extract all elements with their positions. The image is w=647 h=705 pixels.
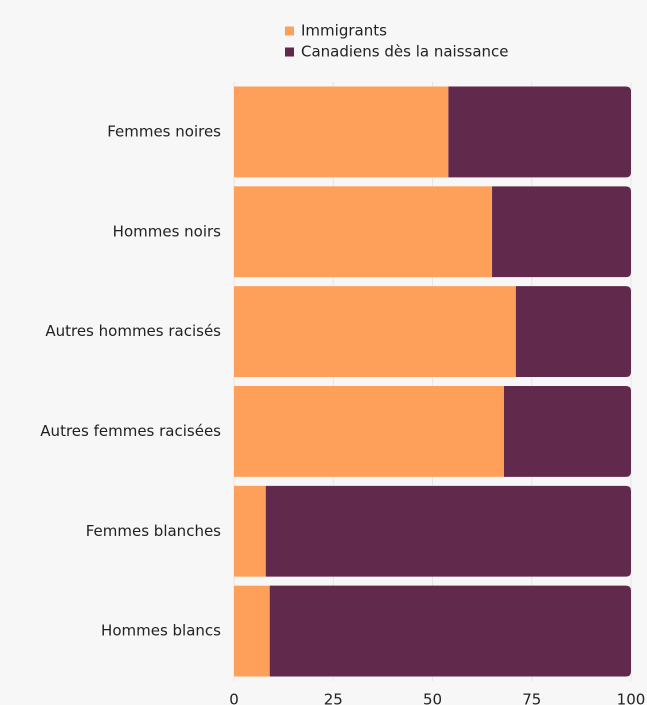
y-tick-label: Hommes blancs — [101, 622, 221, 640]
x-tick-label: 75 — [522, 691, 541, 705]
x-tick-label: 50 — [423, 691, 442, 705]
x-tick-label: 0 — [229, 691, 239, 705]
bar-segment — [448, 86, 631, 178]
legend-swatch — [285, 47, 294, 57]
bar-segment — [234, 385, 504, 477]
bar-segment — [234, 585, 270, 677]
y-tick-label: Hommes noirs — [113, 222, 222, 240]
x-tick-label: 100 — [617, 691, 646, 705]
legend-label: Immigrants — [301, 22, 387, 40]
y-tick-label: Autres femmes racisées — [40, 422, 221, 440]
bar-segment — [234, 86, 449, 178]
bar-segment — [515, 286, 631, 378]
bar-segment — [234, 485, 266, 577]
legend-swatch — [285, 26, 294, 36]
bar-segment — [269, 585, 631, 677]
bar-segment — [503, 385, 631, 477]
bar-segment — [492, 186, 631, 278]
bar-segment — [265, 485, 631, 577]
y-tick-label: Autres hommes racisés — [45, 322, 221, 340]
bar-segment — [234, 186, 493, 278]
x-tick-label: 25 — [324, 691, 343, 705]
legend-label: Canadiens dès la naissance — [301, 43, 509, 61]
y-tick-label: Femmes noires — [107, 122, 221, 140]
bar-segment — [234, 286, 516, 378]
y-tick-label: Femmes blanches — [86, 522, 221, 540]
